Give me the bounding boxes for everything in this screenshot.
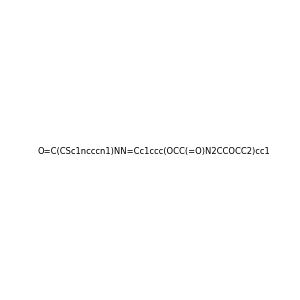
- Text: O=C(CSc1ncccn1)NN=Cc1ccc(OCC(=O)N2CCOCC2)cc1: O=C(CSc1ncccn1)NN=Cc1ccc(OCC(=O)N2CCOCC2…: [38, 147, 270, 156]
